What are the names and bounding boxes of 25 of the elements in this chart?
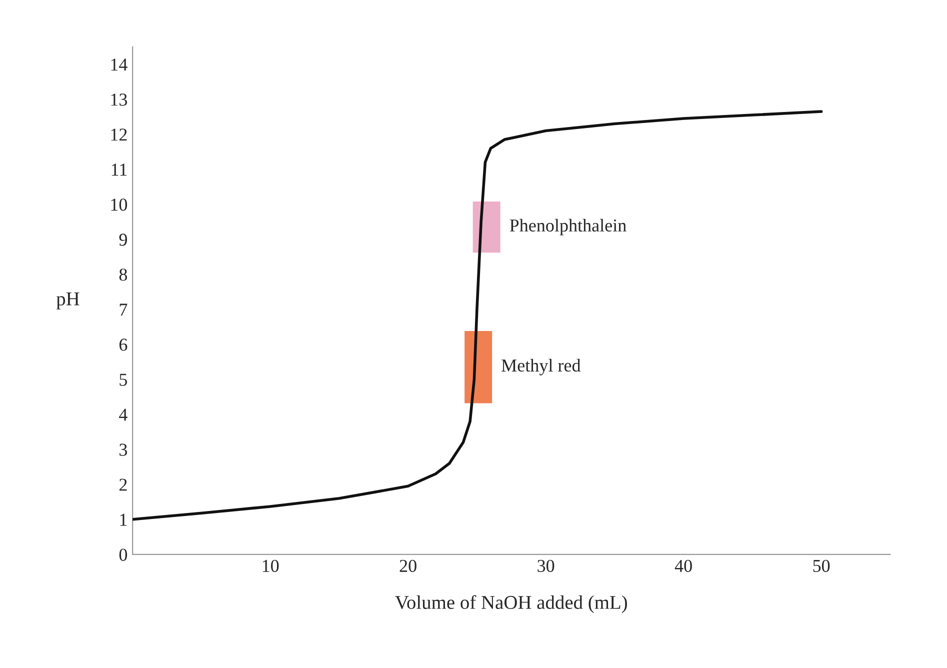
y-tick-label: 8 [119,268,128,281]
y-tick-label: 7 [120,304,128,316]
x-tick-label: 10 [262,560,279,572]
series-label: Phenolphthalein [510,218,626,236]
series-label: Methyl red [502,358,581,376]
y-tick-label: 11 [112,164,127,176]
x-tick-label: 40 [674,560,692,572]
y-tick-label: 14 [111,58,128,71]
y-tick-label: 4 [119,408,128,421]
x-tick-label: 20 [400,560,416,572]
y-axis-title: pH [56,292,80,310]
y-tick-label: 13 [111,94,128,106]
y-tick-label: 5 [120,374,128,386]
y-tick-label: 2 [119,478,127,491]
x-axis-title: Volume of NaOH added (mL) [395,595,627,613]
x-tick-label: 30 [538,560,554,572]
y-tick-label: 1 [120,514,127,526]
y-tick-label: 6 [119,338,128,351]
y-tick-label: 0 [119,548,128,561]
x-tick-label: 50 [813,560,830,572]
y-tick-label: 9 [119,234,127,246]
y-tick-label: 10 [111,198,128,211]
y-tick-label: 12 [111,128,127,141]
y-tick-label: 3 [120,444,128,456]
line-series [132,110,823,521]
